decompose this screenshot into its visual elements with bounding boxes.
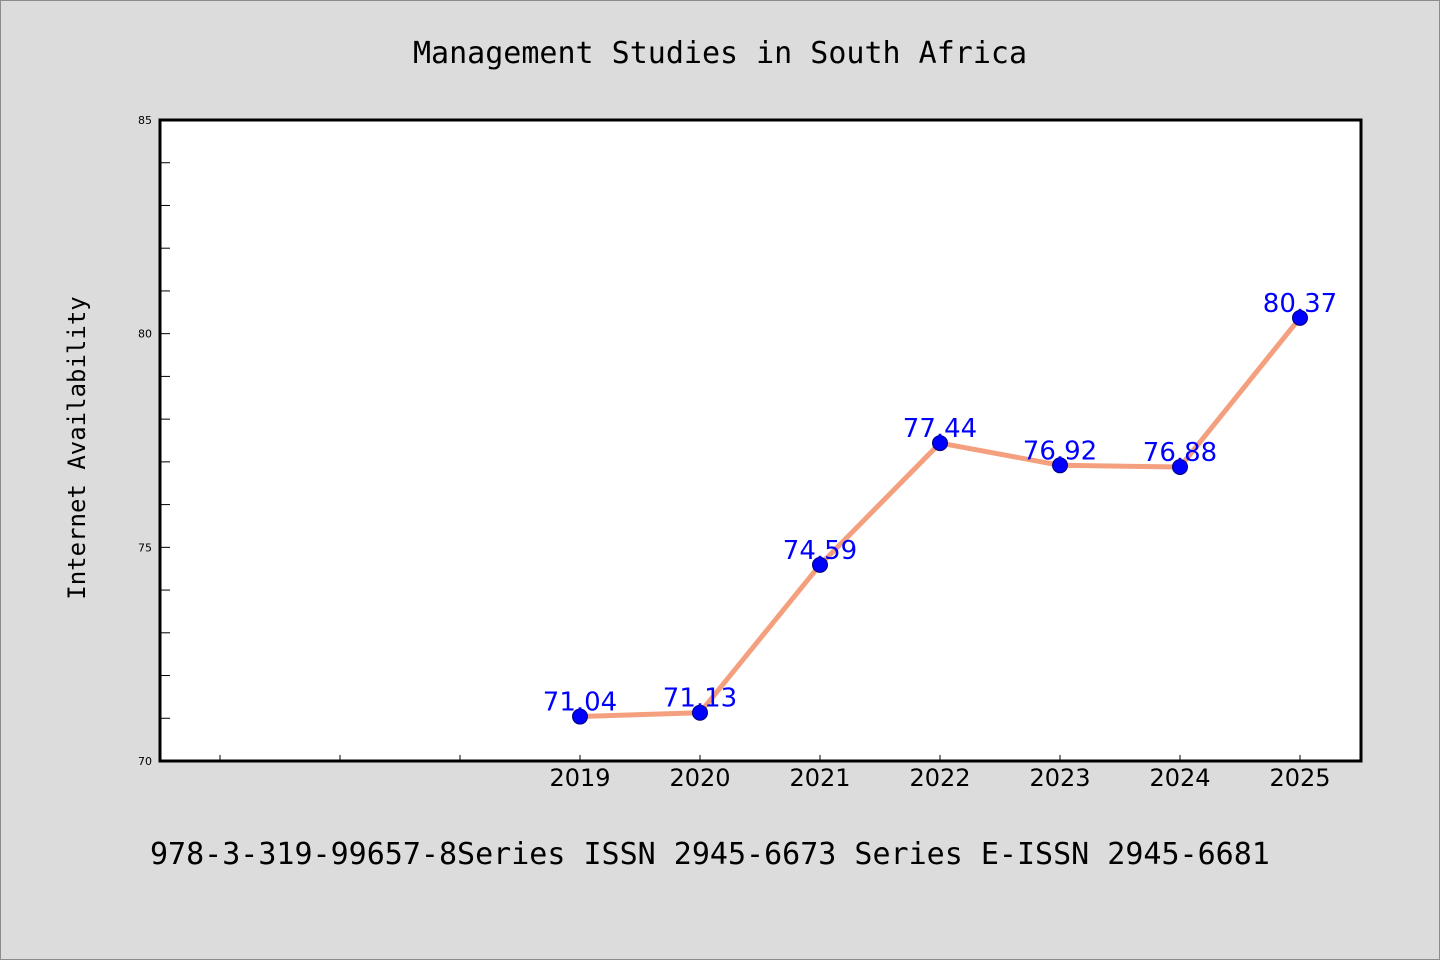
data-label: 76.92 [1023, 436, 1097, 466]
data-label: 77.44 [903, 414, 977, 444]
x-tick-label: 2021 [789, 764, 850, 792]
data-label: 71.04 [543, 688, 617, 718]
data-point [812, 556, 828, 573]
footer-isbn-issn: 978-3-319-99657-8Series ISSN 2945-6673 S… [150, 837, 1270, 872]
x-tick-label: 2024 [1149, 764, 1210, 792]
plot-area [158, 118, 1363, 763]
data-point [1292, 309, 1308, 326]
x-tick-label: 2023 [1029, 764, 1090, 792]
data-label: 74.59 [783, 536, 857, 566]
y-axis-label: Internet Availability [63, 296, 91, 599]
y-tick-label: 85 [138, 114, 152, 127]
chart-title: Management Studies in South Africa [413, 36, 1027, 71]
data-point [692, 704, 708, 721]
x-tick-label: 2020 [669, 764, 730, 792]
y-tick-label: 70 [138, 755, 152, 768]
data-label: 71.13 [663, 684, 737, 714]
x-axis-ticks: 2019 2020 2021 2022 2023 2024 2025 [219, 755, 1331, 792]
data-label: 80.37 [1263, 289, 1337, 319]
data-point [1172, 458, 1188, 475]
data-point [932, 435, 948, 452]
data-point [572, 708, 588, 725]
x-tick-label: 2019 [549, 764, 610, 792]
y-axis-ticks: 70 75 80 85 [138, 114, 170, 768]
y-tick-label: 80 [138, 328, 152, 341]
series: 71.04 71.13 74.59 77.44 76.92 76.88 80.37 [543, 289, 1337, 725]
y-tick-label: 75 [138, 541, 152, 554]
x-tick-label: 2025 [1269, 764, 1330, 792]
data-point [1052, 457, 1068, 474]
x-tick-label: 2022 [909, 764, 970, 792]
data-label: 76.88 [1143, 438, 1217, 468]
